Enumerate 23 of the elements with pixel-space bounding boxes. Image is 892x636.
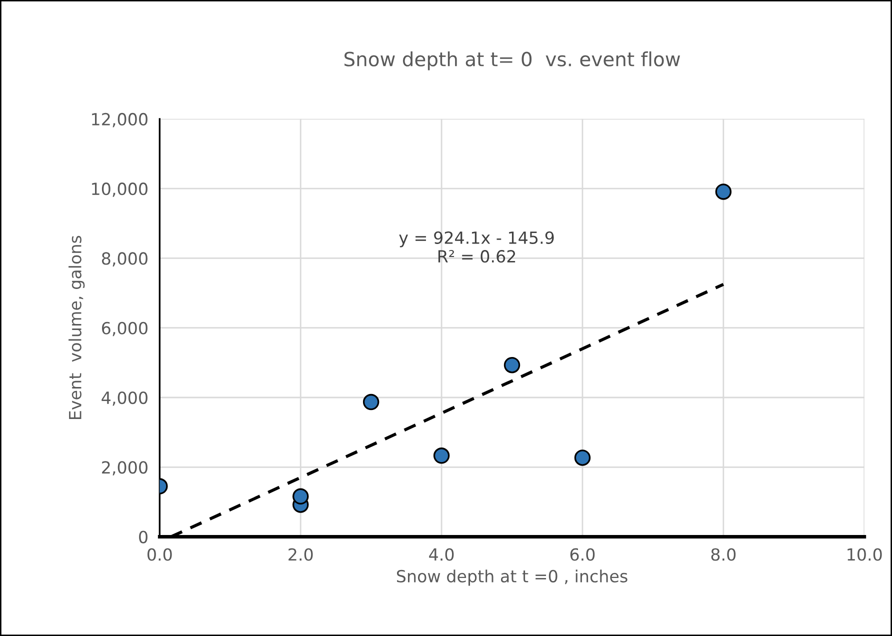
point — [362, 394, 380, 410]
x-tick-label: 0.0 — [148, 548, 172, 561]
x-tick-label: 6.0 — [570, 548, 595, 561]
point — [574, 450, 591, 466]
y-axis-title: Event volume, galons — [68, 236, 85, 419]
x-tick-label: 4.0 — [429, 548, 454, 561]
point — [433, 448, 450, 464]
x-axis-title: Snow depth at t =0 , inches — [396, 570, 628, 586]
x-tick-label: 8.0 — [711, 548, 736, 561]
chart-title: Snow depth at t= 0 vs. event flow — [344, 51, 680, 70]
point — [504, 357, 520, 374]
y-tick-label: 6,000 — [102, 322, 148, 336]
y-tick-label: 0 — [139, 530, 148, 544]
x-tick-label: 10.0 — [848, 548, 882, 561]
y-tick-label: 10,000 — [92, 182, 148, 197]
x-tick-label: 2.0 — [288, 548, 313, 561]
y-tick-label: 12,000 — [92, 112, 148, 128]
point — [292, 488, 309, 505]
y-tick-label: 2,000 — [102, 461, 148, 476]
annotation: y = 924.1x - 145.9 R² = 0.62 — [399, 231, 554, 263]
y-tick-label: 4,000 — [102, 391, 148, 406]
point — [715, 184, 732, 200]
y-tick-label: 8,000 — [102, 252, 148, 266]
